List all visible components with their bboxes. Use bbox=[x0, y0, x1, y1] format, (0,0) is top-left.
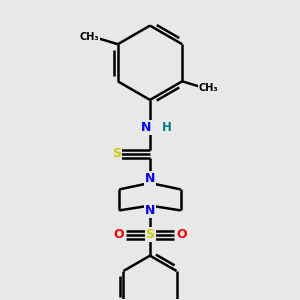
Text: O: O bbox=[113, 228, 124, 241]
Text: N: N bbox=[141, 121, 151, 134]
Text: H: H bbox=[162, 121, 172, 134]
Text: CH₃: CH₃ bbox=[199, 83, 218, 93]
Text: O: O bbox=[176, 228, 187, 241]
Text: N: N bbox=[145, 172, 155, 184]
Text: S: S bbox=[146, 228, 154, 241]
Text: N: N bbox=[145, 204, 155, 217]
Text: CH₃: CH₃ bbox=[80, 32, 100, 42]
Text: S: S bbox=[112, 147, 121, 161]
